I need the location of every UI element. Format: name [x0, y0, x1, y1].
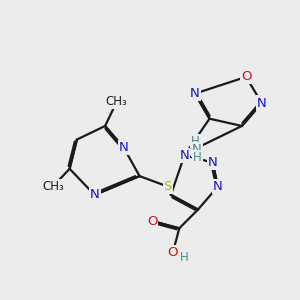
Text: O: O	[147, 214, 157, 227]
Text: N: N	[257, 97, 267, 110]
Text: O: O	[241, 70, 251, 83]
Text: N: N	[213, 180, 223, 193]
Text: H: H	[191, 134, 200, 148]
Text: N: N	[208, 156, 218, 169]
Text: CH₃: CH₃	[106, 95, 128, 109]
Text: H: H	[180, 250, 188, 263]
Text: O: O	[168, 246, 178, 259]
Text: N: N	[192, 143, 202, 156]
Text: H: H	[193, 152, 202, 164]
Text: S: S	[164, 180, 172, 193]
Text: CH₃: CH₃	[42, 180, 64, 193]
Text: N: N	[180, 149, 189, 162]
Text: N: N	[90, 188, 100, 201]
Text: N: N	[119, 141, 129, 154]
Text: N: N	[190, 87, 200, 100]
